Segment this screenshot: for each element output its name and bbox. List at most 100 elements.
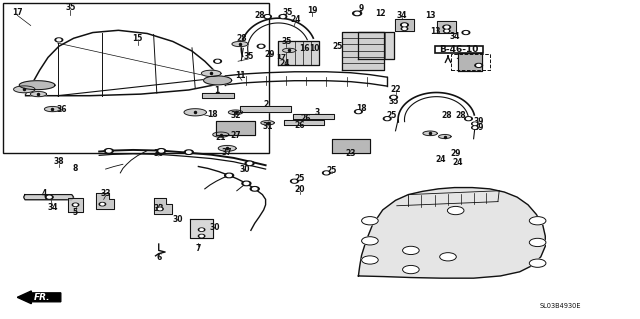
Text: 15: 15 [132,34,143,43]
Circle shape [355,110,362,114]
Text: 30: 30 [239,165,250,174]
Circle shape [266,16,269,18]
Circle shape [244,182,249,185]
Text: 26: 26 [294,121,305,130]
Text: B-46-10: B-46-10 [439,45,479,54]
Circle shape [443,25,451,29]
Circle shape [47,196,51,198]
Text: 34: 34 [449,32,460,41]
Circle shape [383,117,391,121]
Circle shape [444,29,450,33]
Text: 28: 28 [442,111,452,120]
Circle shape [403,24,406,26]
Text: 30: 30 [173,215,183,224]
Text: 5: 5 [73,208,78,217]
Text: 27: 27 [230,131,241,140]
Circle shape [257,44,265,48]
Circle shape [324,172,328,174]
Polygon shape [358,32,394,59]
Circle shape [474,127,476,129]
Circle shape [440,253,456,261]
Polygon shape [395,19,414,31]
Text: 3: 3 [314,108,319,117]
Polygon shape [342,32,384,70]
Text: 35: 35 [283,8,293,17]
Bar [451,54,490,70]
Polygon shape [218,145,236,151]
Polygon shape [190,219,213,238]
Polygon shape [283,48,296,53]
Circle shape [253,188,257,190]
Polygon shape [332,139,370,153]
Circle shape [475,63,483,67]
Circle shape [101,204,104,205]
Polygon shape [44,107,61,112]
Text: 25: 25 [294,174,305,183]
Circle shape [465,117,472,121]
Circle shape [472,126,478,129]
Text: 35: 35 [65,4,76,12]
Bar [435,46,483,53]
Text: 39: 39 [474,117,484,126]
Circle shape [248,162,252,165]
Text: 31: 31 [262,122,273,130]
Polygon shape [202,93,234,98]
Polygon shape [438,135,451,138]
Text: 21: 21 [216,133,226,142]
Circle shape [200,235,204,237]
Circle shape [57,39,61,41]
Circle shape [159,208,161,210]
Circle shape [401,27,408,30]
Text: 24: 24 [291,15,301,24]
Polygon shape [232,41,248,47]
Text: 37: 37 [222,148,232,157]
Circle shape [45,195,53,199]
Text: 22: 22 [390,85,401,94]
Text: 6: 6 [156,253,161,262]
Text: 26: 26 [301,114,311,123]
Text: 13: 13 [430,27,440,36]
Circle shape [445,30,448,32]
Circle shape [472,122,478,125]
Text: 34: 34 [397,11,407,20]
Text: 33: 33 [154,204,164,213]
Circle shape [477,64,481,66]
Circle shape [529,238,546,247]
Circle shape [242,181,251,186]
Text: 11: 11 [235,71,245,80]
Text: 36: 36 [56,105,67,114]
Text: 18: 18 [356,104,367,113]
Circle shape [445,26,449,28]
Circle shape [447,206,464,215]
Text: 32: 32 [230,111,241,120]
Circle shape [184,150,193,154]
Text: 25: 25 [387,111,397,120]
Circle shape [198,228,205,231]
Circle shape [403,265,419,274]
Polygon shape [13,86,35,93]
Circle shape [264,15,271,19]
Polygon shape [212,132,229,137]
Polygon shape [19,81,55,90]
Circle shape [157,207,163,211]
Circle shape [259,45,263,47]
Text: 18: 18 [207,110,218,119]
Polygon shape [437,21,456,33]
Polygon shape [458,53,482,71]
Text: 24: 24 [435,155,445,164]
Polygon shape [24,195,74,200]
Polygon shape [204,76,232,85]
Polygon shape [68,198,83,212]
Polygon shape [184,109,206,116]
Text: SL03B4930E: SL03B4930E [540,303,580,308]
Circle shape [245,161,254,166]
Circle shape [401,23,408,27]
Circle shape [74,204,77,206]
Text: 19: 19 [307,6,317,15]
Polygon shape [293,114,334,119]
Bar [3,3,269,153]
Text: 8: 8 [73,164,78,173]
Text: 16: 16 [299,44,309,53]
Polygon shape [154,198,172,214]
Text: 24: 24 [452,158,463,167]
